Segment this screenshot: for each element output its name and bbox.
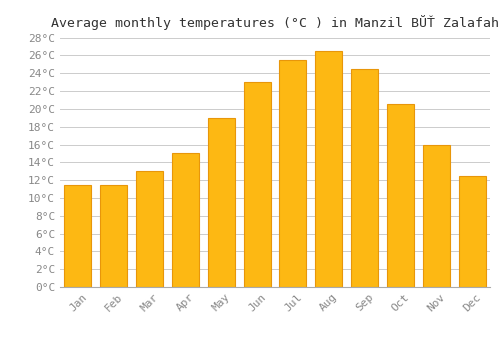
Bar — [100, 184, 127, 287]
Bar — [64, 184, 92, 287]
Bar — [208, 118, 234, 287]
Bar — [280, 60, 306, 287]
Bar — [316, 51, 342, 287]
Bar — [423, 145, 450, 287]
Bar — [136, 171, 163, 287]
Bar — [351, 69, 378, 287]
Bar — [244, 82, 270, 287]
Title: Average monthly temperatures (°C ) in Manzil BŬŤ Zalafah: Average monthly temperatures (°C ) in Ma… — [51, 15, 499, 30]
Bar — [387, 104, 414, 287]
Bar — [172, 153, 199, 287]
Bar — [458, 176, 485, 287]
